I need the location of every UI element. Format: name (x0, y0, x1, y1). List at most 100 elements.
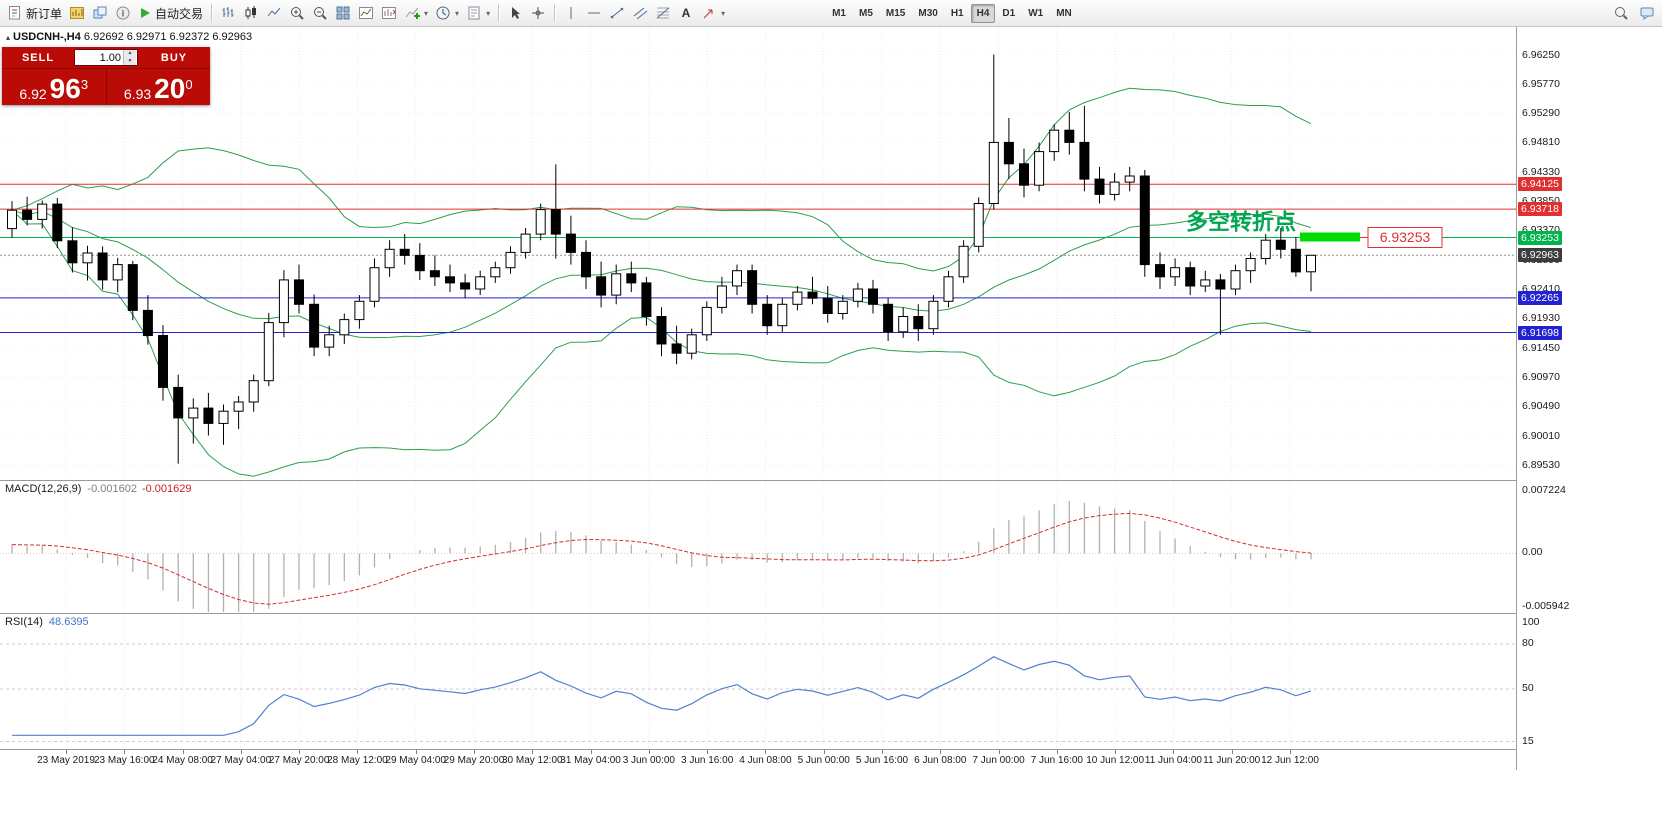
pivot-price-box[interactable] (1367, 227, 1443, 248)
zoom-in-button[interactable] (286, 2, 308, 24)
crosshair-button[interactable] (527, 2, 549, 24)
market-watch-button[interactable] (66, 2, 88, 24)
tile-windows-button[interactable] (332, 2, 354, 24)
tf-button-h4[interactable]: H4 (970, 3, 996, 23)
chart-candles-button[interactable] (240, 2, 262, 24)
zoom-out-button[interactable] (309, 2, 331, 24)
auto-scroll-button[interactable] (355, 2, 377, 24)
time-axis-label: 23 May 16:00 (93, 755, 155, 766)
candle (1260, 239, 1271, 259)
tf-button-d1[interactable]: D1 (1002, 7, 1016, 19)
chat-button[interactable] (1636, 2, 1658, 24)
rsi-value: 48.6395 (48, 616, 89, 628)
candle (686, 334, 697, 354)
fibonacci-button[interactable] (652, 2, 674, 24)
search-button[interactable] (1610, 2, 1632, 24)
candle (52, 203, 63, 242)
time-axis-label: 11 Jun 04:00 (1144, 755, 1202, 766)
tf-button-w1[interactable]: W1 (1028, 7, 1044, 19)
time-axis-label: 29 May 04:00 (385, 755, 447, 766)
time-axis-label: 24 May 08:00 (152, 755, 213, 766)
tf-button-mn[interactable]: MN (1056, 7, 1072, 19)
volume-stepper[interactable]: ▲ ▼ (74, 49, 138, 66)
trendline-button[interactable] (606, 2, 628, 24)
spinner-up-icon[interactable]: ▲ (124, 50, 136, 58)
zoom-out-icon (314, 7, 327, 20)
candle (973, 203, 984, 247)
sell-button[interactable]: 6.92 96 3 (2, 69, 107, 105)
candle (988, 141, 999, 204)
arrows-tool-button[interactable]: ▾ (698, 2, 728, 24)
time-axis[interactable]: 23 May 2019 23 May 16:00 24 May 08:00 27 Ma… (0, 749, 1516, 770)
buy-button[interactable]: 6.93 20 0 (107, 69, 211, 105)
time-axis-label: 5 Jun 00:00 (797, 755, 850, 766)
profiles-icon (93, 6, 107, 19)
templates-button[interactable]: ▾ (463, 2, 493, 24)
candle (747, 270, 758, 305)
candle (369, 267, 380, 302)
chat-icon (1640, 7, 1654, 20)
pivot-highlight-bar[interactable] (1300, 232, 1360, 242)
chart-shift-button[interactable] (378, 2, 400, 24)
candle (1290, 248, 1301, 273)
candle (1275, 239, 1286, 250)
periods-button[interactable]: ▾ (432, 2, 462, 24)
price-axis-label: 6.91450 (1522, 341, 1560, 354)
candle (716, 285, 727, 308)
autotrading-play-icon (141, 8, 151, 18)
volume-spinner[interactable]: ▲ ▼ (123, 50, 136, 65)
main-chart-canvas[interactable]: 多空转折点 6.93253 (0, 27, 1516, 479)
buy-price-prefix: 6.93 (123, 86, 152, 102)
candle (777, 303, 788, 327)
text-tool-button[interactable]: A (675, 2, 697, 24)
rsi-canvas[interactable] (0, 614, 1516, 748)
tf-button-h1[interactable]: H1 (950, 7, 964, 19)
data-window-button[interactable]: i (112, 2, 134, 24)
candle (475, 276, 486, 290)
tile-windows-icon (336, 6, 350, 20)
channel-button[interactable] (629, 2, 651, 24)
toolbar: 新订单 i 自动交易 (0, 0, 1662, 27)
profiles-button[interactable] (89, 2, 111, 24)
rsi-pane[interactable]: RSI(14) 48.6395 (0, 613, 1516, 748)
volume-input[interactable] (75, 50, 123, 65)
candle (898, 316, 909, 333)
main-chart-pane[interactable]: 多空转折点 6.93253 ▴ USDCNH-,H4 6.92692 6.92971… (0, 27, 1516, 479)
indicators-button[interactable]: ▾ (401, 2, 431, 24)
time-tick (357, 750, 359, 754)
rsi-axis-label: 50 (1522, 682, 1534, 694)
vertical-line-button[interactable] (560, 2, 582, 24)
candle (97, 252, 108, 281)
macd-canvas[interactable] (0, 481, 1516, 612)
chart-bars-button[interactable] (217, 2, 239, 24)
chart-line-button[interactable] (263, 2, 285, 24)
vertical-line-icon (570, 7, 572, 19)
candle (1230, 270, 1241, 290)
channel-icon (633, 7, 648, 20)
cursor-button[interactable] (504, 2, 526, 24)
candle (67, 240, 78, 264)
tf-button-m5[interactable]: M5 (859, 7, 873, 19)
candle (671, 343, 682, 354)
candle (1019, 163, 1029, 186)
time-tick (940, 750, 942, 754)
tf-button-m15[interactable]: M15 (885, 7, 906, 19)
candle (1124, 175, 1135, 183)
price-scale[interactable]: 6.96250 6.95770 6.95290 6.94810 6.94330 6.938… (1516, 27, 1662, 770)
candle (701, 306, 712, 336)
macd-pane[interactable]: MACD(12,26,9) -0.001602 -0.001629 (0, 480, 1516, 612)
new-order-button[interactable]: 新订单 (4, 2, 65, 24)
time-tick (707, 750, 709, 754)
candle (7, 209, 17, 230)
spinner-down-icon[interactable]: ▼ (124, 57, 136, 65)
candle (626, 273, 637, 284)
crosshair-icon (532, 7, 545, 19)
horizontal-line-button[interactable] (583, 2, 605, 24)
annotation-text[interactable]: 多空转折点 (1186, 210, 1296, 235)
time-axis-label: 7 Jun 16:00 (1030, 755, 1083, 766)
autotrading-button[interactable]: 自动交易 (135, 2, 206, 24)
tf-button-m1[interactable]: M1 (832, 7, 846, 19)
tf-button-m30[interactable]: M30 (918, 7, 938, 19)
candle (233, 401, 244, 412)
candlestick-icon (245, 6, 257, 19)
